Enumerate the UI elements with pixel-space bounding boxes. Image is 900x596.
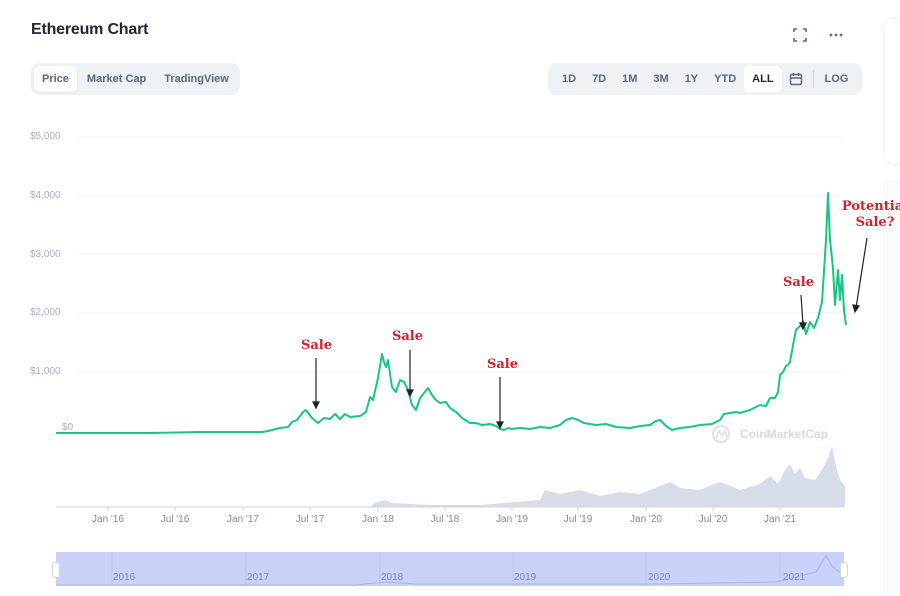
range-tabs: 1D 7D 1M 3M 1Y YTD ALL LOG [548, 63, 863, 95]
navigator-year: 2020 [648, 572, 671, 583]
fullscreen-icon[interactable] [790, 26, 810, 44]
y-tick-2000: $2,000 [30, 307, 61, 318]
price-line [56, 192, 847, 434]
tab-tradingview[interactable]: TradingView [164, 73, 229, 85]
calendar-icon[interactable] [782, 66, 810, 92]
navigator-year: 2021 [783, 572, 806, 583]
annotation-sale-may18: Sale [392, 329, 424, 344]
watermark-text: CoinMarketCap [740, 427, 829, 441]
log-toggle[interactable]: LOG [824, 73, 849, 85]
y-tick-5000: $5,000 [30, 131, 61, 142]
tab-price[interactable]: Price [34, 66, 77, 92]
x-tick: Jul '20 [698, 514, 728, 525]
x-tick: Jan '21 [764, 514, 796, 525]
view-tabs: Price Market Cap TradingView [31, 63, 240, 95]
tab-market-cap[interactable]: Market Cap [86, 73, 147, 85]
side-panel [883, 17, 900, 165]
x-tick: Jan '20 [630, 514, 662, 525]
range-all[interactable]: ALL [744, 66, 782, 92]
range-ytd[interactable]: YTD [714, 73, 737, 85]
navigator-left-handle[interactable] [52, 562, 60, 578]
navigator-right-handle[interactable] [840, 562, 848, 578]
navigator-year: 2017 [247, 572, 270, 583]
more-horizontal-icon[interactable] [826, 26, 846, 44]
x-tick: Jul '16 [160, 514, 190, 525]
x-tick: Jul '19 [563, 514, 593, 525]
range-1m[interactable]: 1M [622, 73, 638, 85]
annotation-sale-feb21: Sale [783, 275, 815, 290]
annotation-potential-sale: Potential Sale? [841, 199, 900, 230]
annotation-arrows [312, 237, 868, 430]
navigator-year: 2016 [113, 572, 136, 583]
y-tick-3000: $3,000 [30, 249, 61, 260]
range-navigator[interactable] [56, 552, 844, 586]
x-tick: Jan '16 [92, 514, 124, 525]
page-title: Ethereum Chart [31, 21, 149, 38]
divider [812, 70, 814, 88]
volume-area [56, 446, 845, 507]
x-tick: Jan '17 [227, 514, 259, 525]
range-1y[interactable]: 1Y [684, 73, 699, 85]
range-3m[interactable]: 3M [653, 73, 669, 85]
range-7d[interactable]: 7D [592, 73, 607, 85]
navigator-year: 2018 [381, 572, 404, 583]
x-tick: Jul '17 [295, 514, 325, 525]
y-tick-0: $0 [62, 422, 74, 433]
annotation-sale-dec18: Sale [487, 357, 519, 372]
y-tick-4000: $4,000 [30, 190, 61, 201]
x-tick: Jan '18 [362, 514, 394, 525]
range-1d[interactable]: 1D [562, 73, 577, 85]
x-tick: Jan '19 [496, 514, 528, 525]
side-strip [883, 180, 900, 596]
coinmarketcap-watermark [712, 425, 730, 443]
annotation-sale-jul17: Sale [301, 338, 333, 353]
y-tick-1000: $1,000 [30, 366, 61, 377]
x-tick: Jul '18 [430, 514, 460, 525]
navigator-year: 2019 [514, 572, 537, 583]
